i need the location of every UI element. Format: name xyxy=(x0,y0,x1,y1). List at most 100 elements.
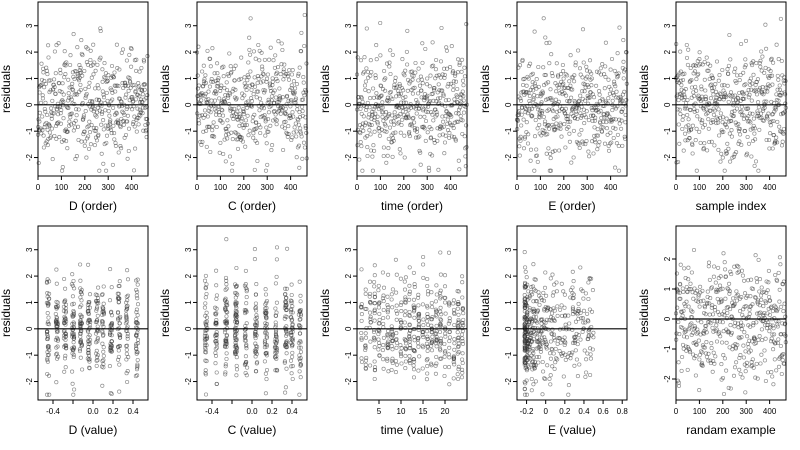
data-point xyxy=(385,308,390,313)
data-point xyxy=(214,370,219,375)
data-point xyxy=(728,307,733,312)
data-point xyxy=(378,53,383,58)
data-point xyxy=(707,277,712,282)
data-point xyxy=(393,370,398,375)
data-point xyxy=(676,122,681,127)
data-point xyxy=(523,299,528,304)
data-point xyxy=(447,382,452,387)
data-point xyxy=(226,73,231,79)
data-point xyxy=(95,62,100,67)
data-point xyxy=(360,99,365,104)
data-point xyxy=(578,93,583,98)
data-point xyxy=(391,131,396,136)
data-point xyxy=(611,93,616,98)
data-point xyxy=(699,360,705,366)
data-point xyxy=(83,109,88,114)
y-tick-label: 2 xyxy=(344,49,353,54)
data-point xyxy=(300,97,306,102)
data-point xyxy=(527,308,532,313)
data-point xyxy=(690,330,695,335)
data-point xyxy=(720,67,725,73)
data-point xyxy=(253,292,258,297)
data-point xyxy=(781,126,786,132)
data-point xyxy=(753,340,759,346)
data-point xyxy=(460,274,465,279)
data-point xyxy=(402,133,407,138)
data-point xyxy=(216,76,221,81)
data-point xyxy=(446,250,452,255)
data-point xyxy=(88,338,93,343)
data-point xyxy=(85,302,90,307)
data-point xyxy=(598,108,603,113)
data-point xyxy=(581,60,586,65)
x-tick-label: 100 xyxy=(693,407,707,416)
data-point xyxy=(697,304,702,309)
data-point xyxy=(709,346,714,351)
data-point xyxy=(689,321,694,326)
data-point xyxy=(434,344,439,349)
data-point xyxy=(429,300,434,306)
data-point xyxy=(541,369,546,374)
data-point xyxy=(696,299,701,304)
data-point xyxy=(394,337,399,342)
x-tick-label: 300 xyxy=(740,407,754,416)
data-point xyxy=(130,107,135,112)
data-point xyxy=(568,53,573,58)
data-point xyxy=(204,310,209,315)
data-point xyxy=(41,70,46,75)
data-point xyxy=(402,155,407,160)
data-point xyxy=(680,354,685,360)
data-point xyxy=(221,151,226,157)
data-point xyxy=(770,374,775,379)
data-point xyxy=(693,353,698,359)
data-point xyxy=(242,123,248,128)
data-point xyxy=(223,133,229,138)
data-point xyxy=(230,137,235,142)
data-point xyxy=(755,109,760,114)
data-point xyxy=(403,359,408,364)
data-point xyxy=(363,335,369,340)
data-point xyxy=(368,96,373,101)
data-point xyxy=(71,310,76,315)
data-point xyxy=(95,324,100,329)
data-point xyxy=(540,91,546,96)
data-point xyxy=(274,118,279,123)
data-point xyxy=(684,284,689,290)
data-point xyxy=(114,42,119,47)
y-tick-label: 3 xyxy=(344,247,353,252)
x-tick-label: -0.4 xyxy=(46,407,60,416)
data-point xyxy=(621,76,626,81)
data-point xyxy=(368,58,373,63)
data-point xyxy=(390,333,395,338)
data-point xyxy=(364,66,369,71)
data-point xyxy=(722,309,727,314)
data-point xyxy=(86,338,91,344)
data-point xyxy=(565,73,570,78)
data-point xyxy=(64,139,69,144)
data-point xyxy=(447,319,452,324)
data-point xyxy=(526,289,531,294)
data-point xyxy=(94,306,99,311)
data-point xyxy=(763,85,768,90)
data-point xyxy=(538,349,543,354)
data-point xyxy=(42,125,47,130)
data-point xyxy=(140,111,145,116)
data-point xyxy=(229,70,234,75)
data-point xyxy=(390,136,396,141)
data-point xyxy=(614,95,619,100)
data-point xyxy=(214,109,219,114)
data-point xyxy=(706,117,711,122)
data-point xyxy=(233,344,239,349)
data-point xyxy=(456,300,461,305)
data-point xyxy=(100,292,105,297)
data-point xyxy=(251,49,256,54)
data-point xyxy=(364,355,369,360)
data-point xyxy=(399,309,404,314)
y-tick-label: 1 xyxy=(663,76,672,81)
data-point xyxy=(70,87,75,92)
data-point xyxy=(54,318,59,323)
data-point xyxy=(527,93,532,99)
data-point xyxy=(414,111,419,116)
data-point xyxy=(576,142,581,147)
data-point xyxy=(358,131,363,136)
